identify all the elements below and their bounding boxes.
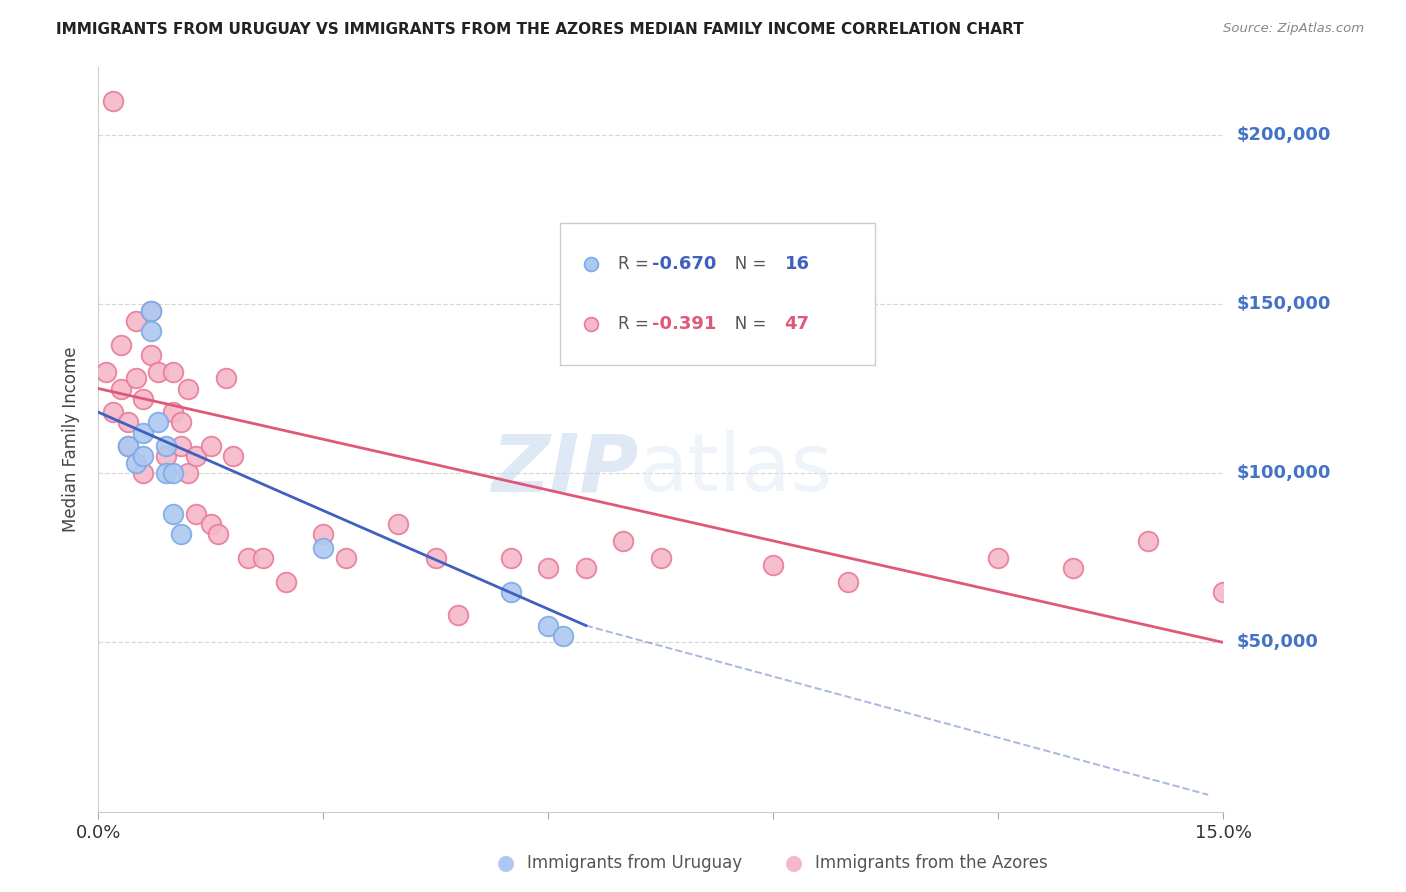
Text: R =: R = xyxy=(619,315,654,333)
Point xyxy=(200,439,222,453)
Point xyxy=(335,550,357,565)
Point xyxy=(177,466,200,480)
Point xyxy=(762,558,785,572)
Point xyxy=(987,550,1010,565)
Point xyxy=(139,303,162,318)
Text: $100,000: $100,000 xyxy=(1237,464,1331,483)
FancyBboxPatch shape xyxy=(560,223,875,365)
Point xyxy=(207,527,229,541)
Text: IMMIGRANTS FROM URUGUAY VS IMMIGRANTS FROM THE AZORES MEDIAN FAMILY INCOME CORRE: IMMIGRANTS FROM URUGUAY VS IMMIGRANTS FR… xyxy=(56,22,1024,37)
Point xyxy=(139,324,162,338)
Point xyxy=(553,629,575,643)
Text: 16: 16 xyxy=(785,255,810,273)
Text: N =: N = xyxy=(720,255,772,273)
Point xyxy=(117,439,139,453)
Text: -0.391: -0.391 xyxy=(652,315,716,333)
Text: 47: 47 xyxy=(785,315,810,333)
Point xyxy=(132,449,155,463)
Point xyxy=(170,416,193,430)
Point xyxy=(132,425,155,440)
Point xyxy=(139,348,162,362)
Point xyxy=(312,541,335,555)
Text: Immigrants from the Azores: Immigrants from the Azores xyxy=(815,855,1049,872)
Point xyxy=(132,392,155,406)
Text: -0.670: -0.670 xyxy=(652,255,716,273)
Point xyxy=(162,507,184,521)
Y-axis label: Median Family Income: Median Family Income xyxy=(62,347,80,532)
Point xyxy=(312,527,335,541)
Point xyxy=(252,550,274,565)
Text: ●: ● xyxy=(786,854,803,873)
Point xyxy=(499,550,522,565)
Point xyxy=(537,618,560,632)
Point xyxy=(537,561,560,575)
Point xyxy=(215,371,238,385)
Point xyxy=(184,449,207,463)
Point xyxy=(155,449,177,463)
Text: N =: N = xyxy=(720,315,772,333)
Point xyxy=(117,439,139,453)
Point xyxy=(162,405,184,419)
Text: Source: ZipAtlas.com: Source: ZipAtlas.com xyxy=(1223,22,1364,36)
Text: $200,000: $200,000 xyxy=(1237,126,1331,144)
Point xyxy=(274,574,297,589)
Text: Immigrants from Uruguay: Immigrants from Uruguay xyxy=(527,855,742,872)
Point xyxy=(1212,584,1234,599)
Point xyxy=(222,449,245,463)
Point xyxy=(125,456,148,470)
Point xyxy=(387,516,409,531)
Point xyxy=(103,405,125,419)
Point xyxy=(447,608,470,623)
Point xyxy=(162,466,184,480)
Point xyxy=(148,416,170,430)
Point xyxy=(184,507,207,521)
Point xyxy=(139,303,162,318)
Point xyxy=(170,439,193,453)
Point xyxy=(103,94,125,108)
Point xyxy=(132,466,155,480)
Text: ZIP: ZIP xyxy=(491,430,638,508)
Point xyxy=(117,416,139,430)
Point xyxy=(1062,561,1084,575)
Point xyxy=(1137,533,1160,548)
Text: atlas: atlas xyxy=(638,430,832,508)
Point xyxy=(837,574,859,589)
Text: ●: ● xyxy=(498,854,515,873)
Point xyxy=(110,337,132,351)
Point xyxy=(125,371,148,385)
Point xyxy=(612,533,634,548)
Text: R =: R = xyxy=(619,255,654,273)
Point xyxy=(177,382,200,396)
Point xyxy=(650,550,672,565)
Point xyxy=(148,365,170,379)
Text: $50,000: $50,000 xyxy=(1237,633,1319,651)
Point xyxy=(170,527,193,541)
Point xyxy=(94,365,117,379)
Point xyxy=(155,439,177,453)
Point xyxy=(238,550,260,565)
Point xyxy=(200,516,222,531)
Point xyxy=(155,466,177,480)
Point xyxy=(499,584,522,599)
Point xyxy=(125,314,148,328)
Text: $150,000: $150,000 xyxy=(1237,295,1331,313)
Point xyxy=(575,561,598,575)
Point xyxy=(425,550,447,565)
Point xyxy=(110,382,132,396)
Point xyxy=(162,365,184,379)
